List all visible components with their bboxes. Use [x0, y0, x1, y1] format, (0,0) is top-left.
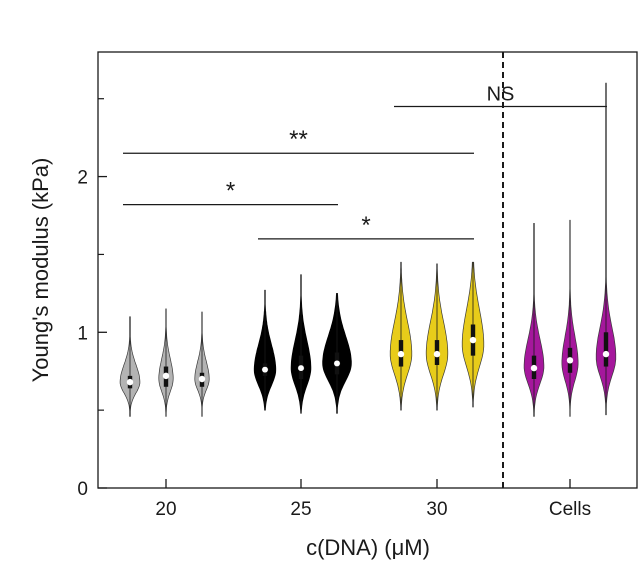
violin-median: [297, 364, 305, 372]
x-tick-label: 30: [426, 499, 447, 520]
x-axis-label: c(DNA) (μM): [306, 535, 430, 560]
violins: [119, 82, 617, 417]
violin-median: [469, 336, 477, 344]
significance-annotations: NS****: [123, 84, 607, 240]
y-axis-label: Young's modulus (kPa): [28, 158, 53, 383]
violin-median: [162, 372, 170, 380]
violin-median: [433, 350, 441, 358]
violin-iqr: [603, 332, 609, 367]
y-tick-label: 1: [77, 323, 88, 344]
violin-median: [566, 357, 574, 364]
significance-label: *: [226, 178, 235, 205]
violin-median: [333, 359, 341, 367]
violin-median: [198, 375, 206, 383]
x-tick-label: 25: [290, 499, 311, 520]
violin-median: [397, 350, 405, 358]
significance-label: NS: [487, 84, 515, 106]
y-tick-label: 2: [77, 168, 88, 189]
y-tick-label: 0: [77, 479, 88, 500]
violin-median: [602, 350, 610, 358]
x-tick-label: 20: [155, 499, 176, 520]
violin-median: [261, 366, 269, 374]
axes: 0 1 2 20 25 30 Cells: [77, 51, 638, 520]
violin-median: [126, 378, 134, 386]
x-tick-label: Cells: [549, 499, 591, 520]
violin-median: [530, 364, 538, 372]
significance-label: *: [361, 212, 370, 239]
plot-frame: [97, 51, 638, 489]
significance-label: **: [289, 126, 308, 153]
